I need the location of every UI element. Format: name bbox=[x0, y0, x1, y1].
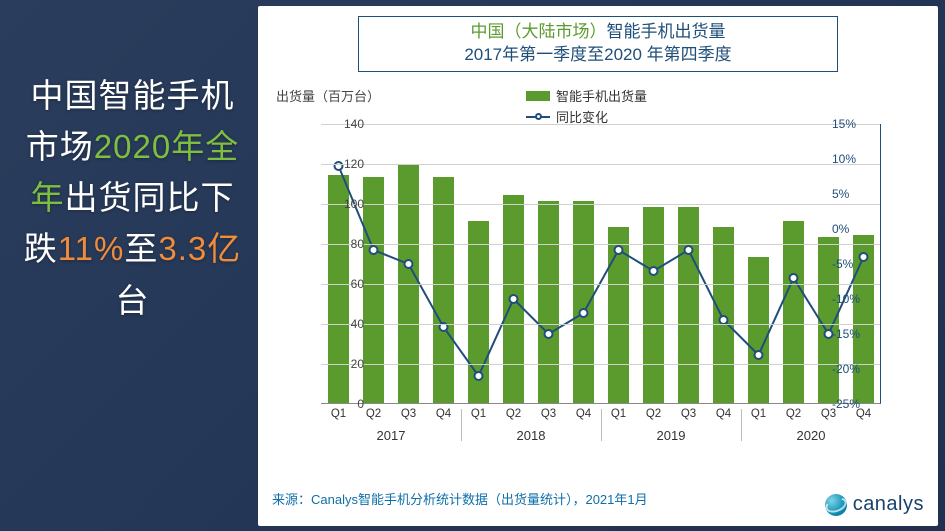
y-right-tick: 0% bbox=[832, 222, 872, 236]
y-right-tick: -25% bbox=[832, 397, 872, 411]
y-left-tick: 140 bbox=[334, 117, 364, 131]
trend-line bbox=[339, 166, 864, 376]
y-axis-left-label: 出货量（百万台） bbox=[276, 86, 380, 105]
watermark-text: G 格隆汇 bbox=[890, 510, 939, 527]
chart-line-overlay bbox=[321, 124, 881, 404]
headline-seg5: 至 bbox=[124, 230, 158, 267]
chart-panel: 中国（大陆市场）智能手机出货量 2017年第一季度至2020 年第四季度 出货量… bbox=[258, 6, 938, 526]
line-marker bbox=[475, 372, 483, 380]
y-right-tick: 5% bbox=[832, 187, 872, 201]
x-tick-label: Q1 bbox=[751, 408, 766, 420]
x-year-label: 2019 bbox=[657, 428, 686, 443]
source-text: 来源：Canalys智能手机分析统计数据（出货量统计），2021年1月 bbox=[272, 489, 648, 508]
y-left-tick: 0 bbox=[334, 397, 364, 411]
y-left-tick: 120 bbox=[334, 157, 364, 171]
slide-root: 中国智能手机市场2020年全年出货同比下跌11%至3.3亿台 中国（大陆市场）智… bbox=[0, 0, 945, 531]
gridline bbox=[321, 364, 880, 365]
y-right-tick: -20% bbox=[832, 362, 872, 376]
x-tick-label: Q2 bbox=[366, 408, 381, 420]
chart-area: 出货量（百万台） 智能手机出货量 同比变化 Q1 Q2 Q3 Q4 Q1 Q2 Q3 Q4 Q1… bbox=[266, 84, 930, 464]
x-axis-quarter-labels: Q1Q2Q3Q4Q1Q2Q3Q4Q1Q2Q3Q4Q1Q2Q3Q4 bbox=[321, 408, 881, 426]
line-marker bbox=[650, 267, 658, 275]
line-marker bbox=[580, 309, 588, 317]
y-right-tick: 10% bbox=[832, 152, 872, 166]
y-left-tick: 40 bbox=[334, 317, 364, 331]
x-tick-label: Q3 bbox=[401, 408, 416, 420]
line-marker bbox=[720, 316, 728, 324]
line-marker bbox=[370, 246, 378, 254]
chart-subtitle: 2017年第一季度至2020 年第四季度 bbox=[367, 44, 829, 67]
y-left-tick: 20 bbox=[334, 357, 364, 371]
y-right-tick: -10% bbox=[832, 292, 872, 306]
headline-seg4: 11% bbox=[58, 230, 125, 267]
chart-legend: 智能手机出货量 同比变化 bbox=[526, 86, 647, 128]
brand-logo-icon bbox=[825, 494, 847, 516]
y-left-tick: 60 bbox=[334, 277, 364, 291]
gridline bbox=[321, 124, 880, 125]
x-tick-label: Q2 bbox=[786, 408, 801, 420]
x-tick-label: Q1 bbox=[611, 408, 626, 420]
x-tick-label: Q2 bbox=[506, 408, 521, 420]
line-marker bbox=[545, 330, 553, 338]
y-right-tick: 15% bbox=[832, 117, 872, 131]
gridline bbox=[321, 244, 880, 245]
x-tick-label: Q3 bbox=[681, 408, 696, 420]
x-tick-label: Q4 bbox=[576, 408, 591, 420]
gridline bbox=[321, 284, 880, 285]
chart-title-blue: 智能手机出货量 bbox=[607, 22, 726, 41]
line-marker bbox=[755, 351, 763, 359]
legend-bar-swatch bbox=[526, 91, 550, 101]
legend-bar-row: 智能手机出货量 bbox=[526, 86, 647, 105]
y-right-tick: -15% bbox=[832, 327, 872, 341]
x-axis-year-labels: 2017 2018 2019 2020 bbox=[321, 428, 881, 448]
x-year-label: 2018 bbox=[517, 428, 546, 443]
headline-seg7: 台 bbox=[116, 282, 150, 319]
x-tick-label: Q4 bbox=[716, 408, 731, 420]
line-marker bbox=[790, 274, 798, 282]
chart-title: 中国（大陆市场）智能手机出货量 2017年第一季度至2020 年第四季度 bbox=[358, 16, 838, 72]
x-year-label: 2020 bbox=[797, 428, 826, 443]
line-marker bbox=[510, 295, 518, 303]
y-right-tick: -5% bbox=[832, 257, 872, 271]
headline-seg6: 3.3亿 bbox=[158, 230, 241, 267]
legend-line-swatch bbox=[526, 112, 550, 122]
x-tick-label: Q4 bbox=[436, 408, 451, 420]
y-left-tick: 100 bbox=[334, 197, 364, 211]
line-marker bbox=[615, 246, 623, 254]
gridline bbox=[321, 324, 880, 325]
gridline bbox=[321, 164, 880, 165]
y-left-tick: 80 bbox=[334, 237, 364, 251]
chart-plot bbox=[321, 124, 881, 404]
x-tick-label: Q2 bbox=[646, 408, 661, 420]
chart-title-green: 中国（大陆市场） bbox=[471, 22, 607, 41]
headline-text: 中国智能手机市场2020年全年出货同比下跌11%至3.3亿台 bbox=[20, 70, 245, 326]
x-tick-label: Q1 bbox=[471, 408, 486, 420]
x-tick-label: Q3 bbox=[541, 408, 556, 420]
line-marker bbox=[685, 246, 693, 254]
legend-bar-label: 智能手机出货量 bbox=[556, 86, 647, 105]
x-year-label: 2017 bbox=[377, 428, 406, 443]
gridline bbox=[321, 204, 880, 205]
line-marker bbox=[405, 260, 413, 268]
